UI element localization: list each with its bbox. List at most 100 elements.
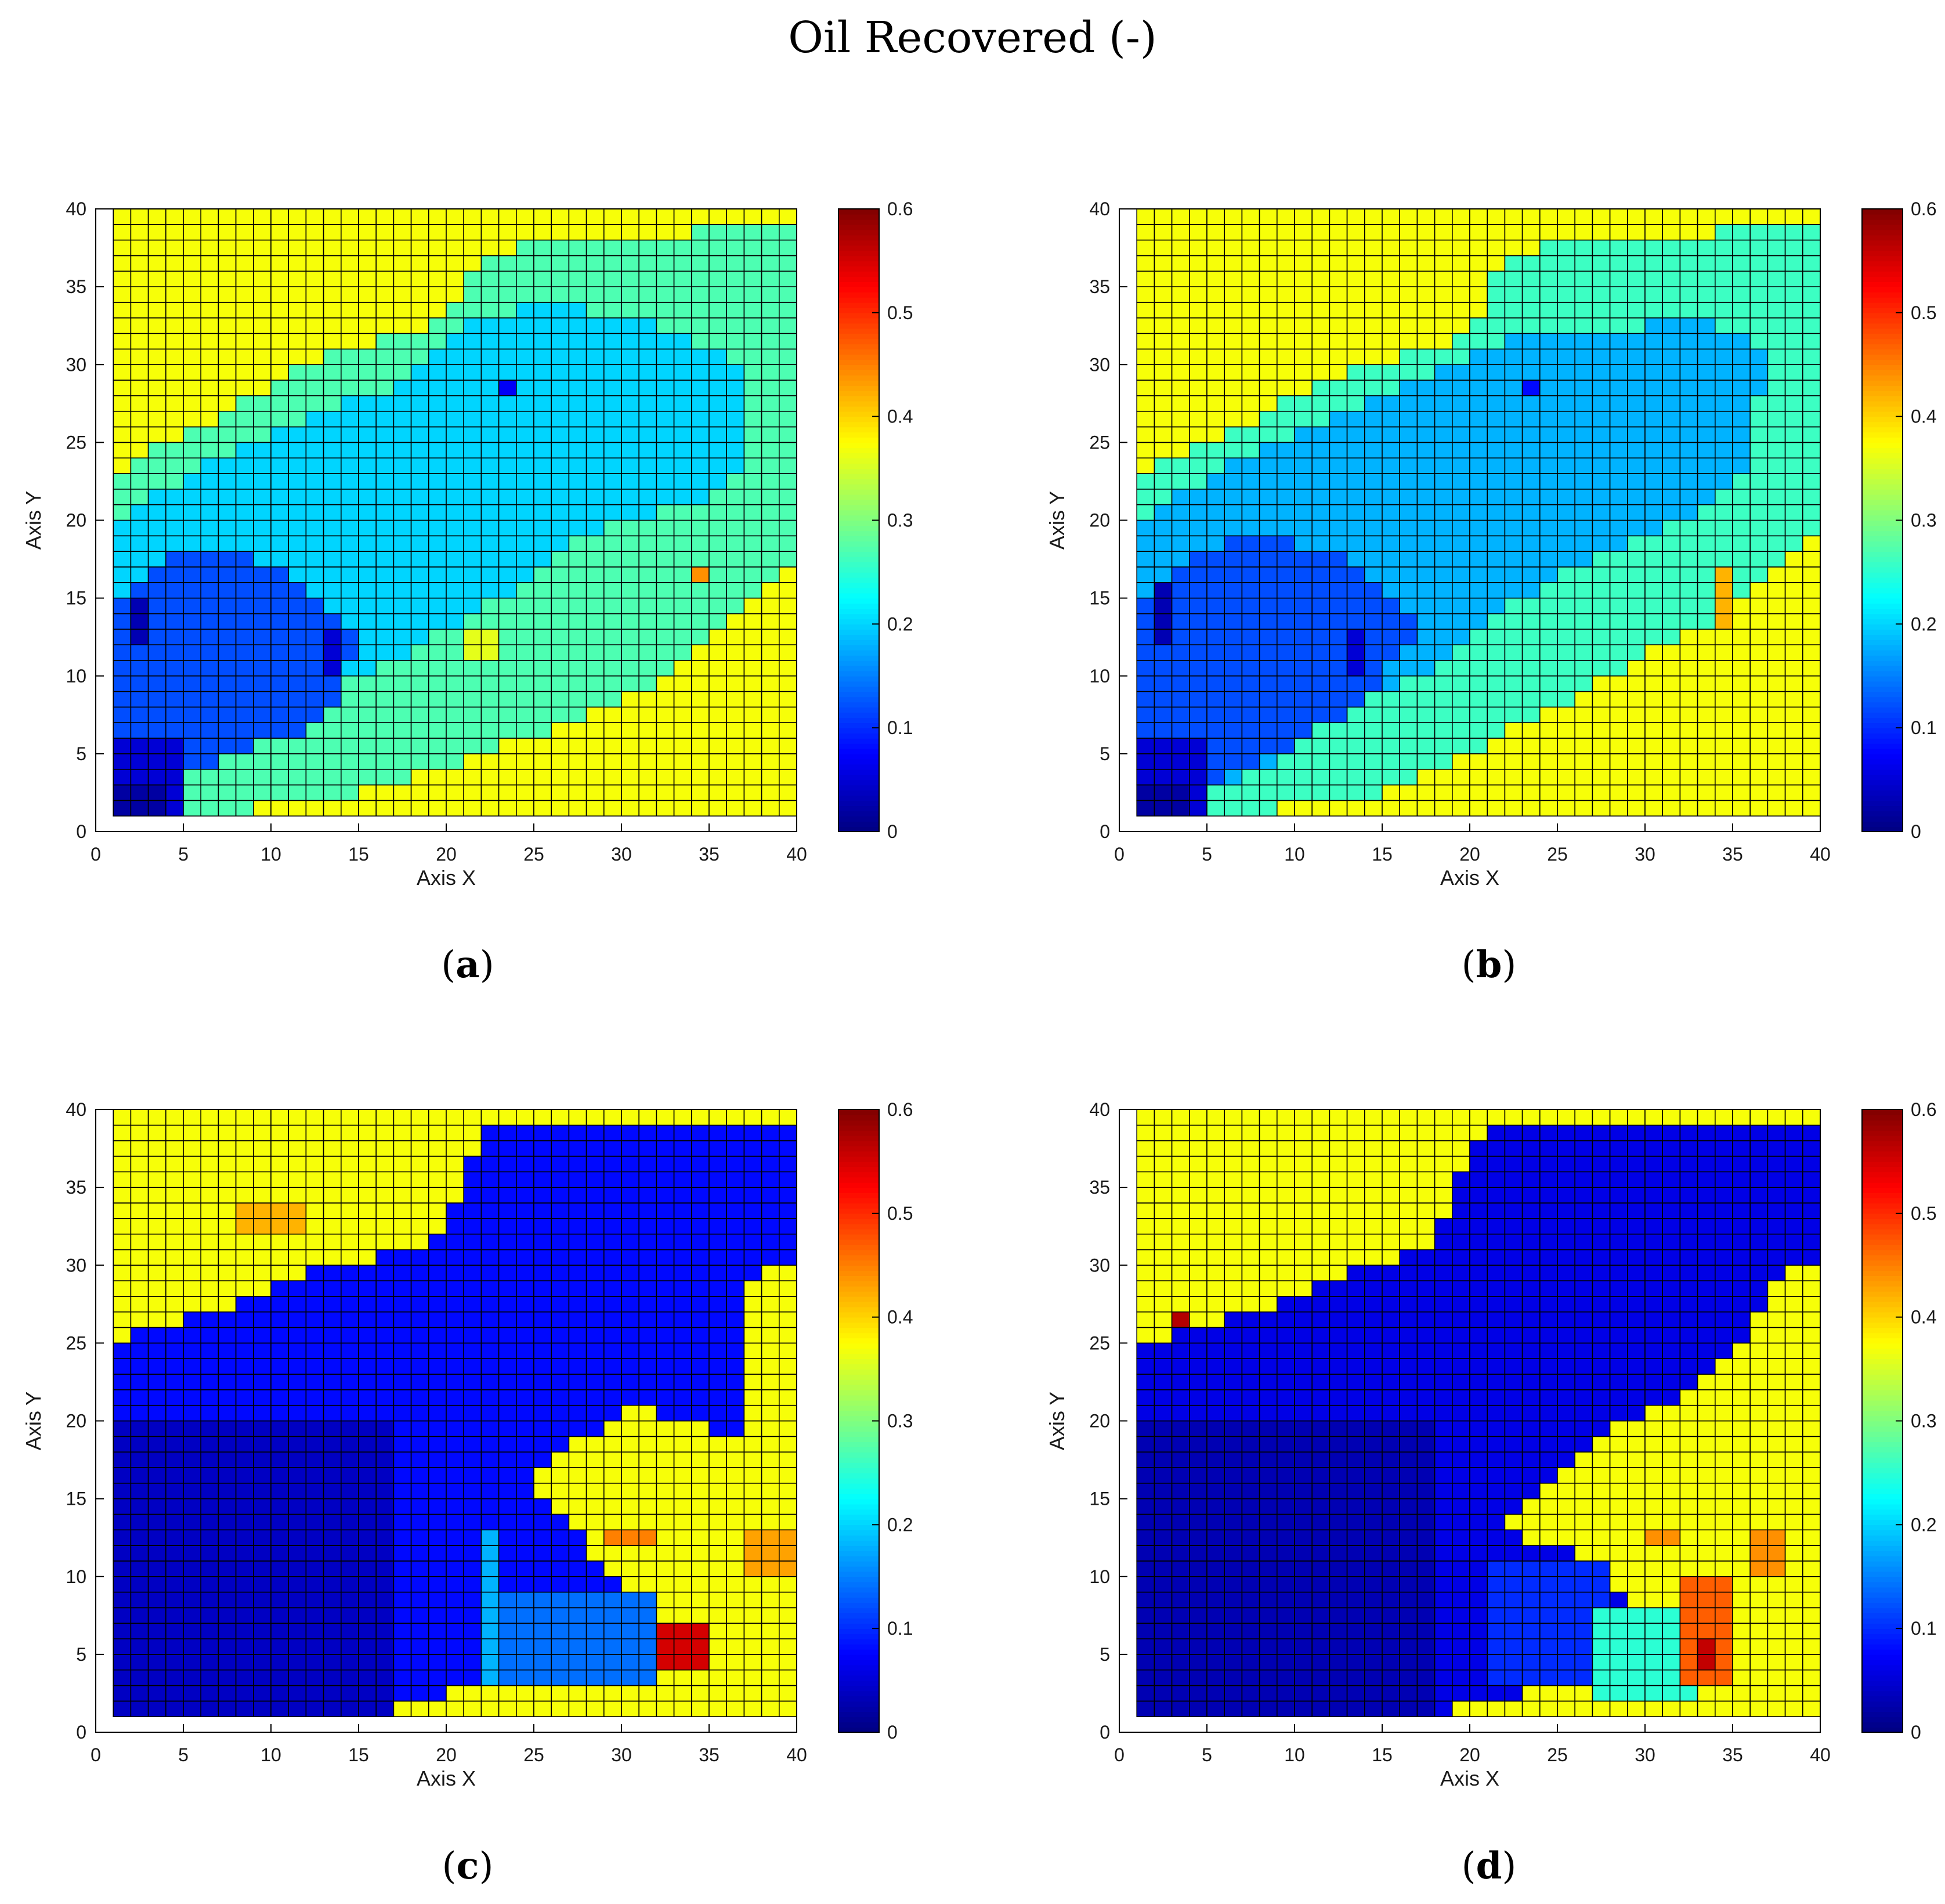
- heatmap-cell: [1416, 644, 1436, 661]
- heatmap-cell: [305, 1217, 324, 1235]
- heatmap-cell: [779, 1280, 797, 1297]
- heatmap-cell: [375, 270, 395, 287]
- heatmap-cell: [1399, 675, 1418, 692]
- heatmap-cell: [656, 768, 675, 786]
- heatmap-cell: [1749, 302, 1769, 319]
- heatmap-cell: [1434, 410, 1453, 428]
- heatmap-cell: [1521, 644, 1541, 661]
- colorbar-segment: [838, 224, 879, 230]
- heatmap-cell: [1416, 660, 1436, 677]
- heatmap-cell: [428, 1327, 447, 1344]
- heatmap-cell: [480, 1654, 500, 1671]
- heatmap-cell: [1767, 519, 1786, 537]
- heatmap-cell: [288, 239, 307, 256]
- heatmap-cell: [1346, 426, 1365, 443]
- heatmap-cell: [1627, 286, 1646, 303]
- heatmap-cell: [726, 1249, 745, 1266]
- heatmap-cell: [743, 1217, 762, 1235]
- heatmap-cell: [585, 208, 605, 225]
- heatmap-cell: [533, 1685, 552, 1702]
- heatmap-cell: [1487, 613, 1506, 630]
- heatmap-cell: [603, 333, 622, 350]
- heatmap-cell: [252, 1187, 272, 1204]
- heatmap-cell: [393, 1654, 412, 1671]
- heatmap-cell: [1346, 784, 1365, 801]
- heatmap-cell: [1715, 519, 1733, 537]
- heatmap-cell: [656, 1436, 675, 1453]
- heatmap-cell: [130, 380, 149, 396]
- heatmap-cell: [305, 535, 324, 552]
- heatmap-cell: [779, 1576, 797, 1593]
- heatmap-cell: [252, 628, 272, 645]
- heatmap-cell: [673, 1327, 692, 1344]
- heatmap-cell: [1294, 395, 1313, 412]
- heatmap-cell: [568, 1202, 587, 1219]
- heatmap-cell: [708, 1420, 728, 1437]
- heatmap-cell: [1329, 644, 1348, 661]
- colorbar-segment: [838, 634, 879, 640]
- heatmap-cell: [1206, 442, 1225, 459]
- colorbar-segment: [1862, 675, 1903, 682]
- heatmap-cell: [358, 224, 377, 241]
- heatmap-cell: [410, 1560, 429, 1577]
- heatmap-cell: [218, 1638, 237, 1655]
- heatmap-cell: [1662, 691, 1681, 708]
- heatmap-cell: [603, 489, 622, 505]
- heatmap-cell: [1416, 581, 1436, 599]
- heatmap-cell: [638, 1217, 657, 1235]
- heatmap-cell: [656, 1327, 675, 1344]
- heatmap-cell: [1188, 239, 1208, 256]
- heatmap-cell: [1434, 644, 1453, 661]
- heatmap-cell: [1241, 519, 1260, 537]
- heatmap-cell: [1241, 738, 1260, 754]
- heatmap-cell: [708, 426, 728, 443]
- heatmap-cell: [410, 551, 429, 568]
- heatmap-cell: [743, 1311, 762, 1328]
- heatmap-cell: [761, 1202, 780, 1219]
- heatmap-cell: [410, 535, 429, 552]
- heatmap-cell: [1539, 442, 1558, 459]
- heatmap-cell: [603, 722, 622, 739]
- heatmap-cell: [288, 457, 307, 474]
- heatmap-cell: [235, 1125, 254, 1141]
- heatmap-cell: [1521, 504, 1541, 521]
- heatmap-cell: [235, 660, 254, 677]
- heatmap-cell: [1399, 380, 1418, 396]
- heatmap-cell: [463, 1529, 482, 1546]
- heatmap-cell: [691, 302, 710, 319]
- heatmap-cell: [1434, 504, 1453, 521]
- heatmap-cell: [252, 1358, 272, 1375]
- heatmap-cell: [428, 1374, 447, 1390]
- colorbar-segment: [838, 790, 879, 796]
- colorbar-segment: [838, 1706, 879, 1712]
- heatmap-cell: [515, 1187, 534, 1204]
- heatmap-cell: [1399, 800, 1418, 816]
- heatmap-cell: [638, 1187, 657, 1204]
- heatmap-cell: [1136, 489, 1155, 505]
- heatmap-cell: [1627, 442, 1646, 459]
- heatmap-cell: [585, 1545, 605, 1562]
- heatmap-cell: [1346, 224, 1365, 241]
- heatmap-cell: [1329, 457, 1348, 474]
- heatmap-cell: [130, 1389, 149, 1406]
- heatmap-cell: [1609, 597, 1628, 615]
- heatmap-cell: [270, 691, 290, 708]
- heatmap-cell: [358, 317, 377, 334]
- heatmap-cell: [130, 410, 149, 428]
- heatmap-cell: [1136, 457, 1155, 474]
- heatmap-cell: [726, 691, 745, 708]
- heatmap-cell: [585, 1513, 605, 1531]
- heatmap-cell: [1241, 768, 1260, 786]
- heatmap-cell: [375, 1109, 395, 1126]
- heatmap-cell: [410, 628, 429, 645]
- heatmap-cell: [708, 1171, 728, 1188]
- heatmap-cell: [551, 380, 570, 396]
- heatmap-cell: [1715, 753, 1733, 770]
- heatmap-cell: [656, 1685, 675, 1702]
- heatmap-cell: [358, 1264, 377, 1281]
- heatmap-cell: [428, 753, 447, 770]
- heatmap-cell: [603, 473, 622, 490]
- heatmap-cell: [1311, 364, 1331, 381]
- heatmap-cell: [1784, 286, 1803, 303]
- colorbar-segment: [1862, 406, 1903, 412]
